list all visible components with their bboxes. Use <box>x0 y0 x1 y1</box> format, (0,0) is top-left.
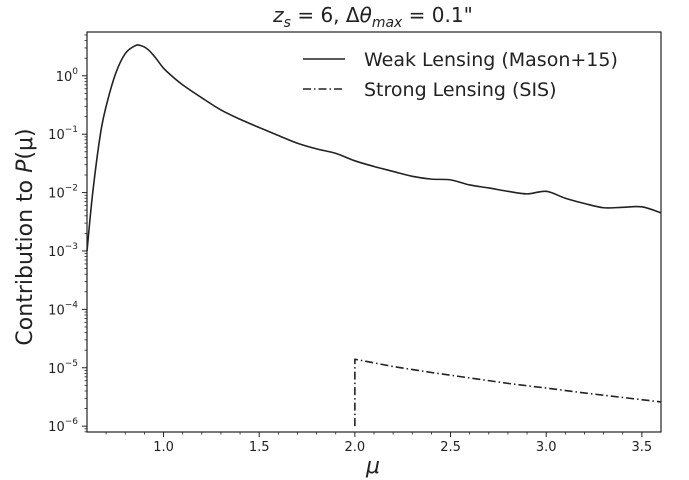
title-theta: θ <box>360 3 372 27</box>
y-axis-label: Contribution to P(μ) <box>13 128 38 345</box>
y-tick-label: 10−5 <box>48 359 78 377</box>
y-tick-base: 10 <box>48 420 65 435</box>
y-tick-base: 10 <box>48 128 65 143</box>
y-tick-label: 10−6 <box>48 417 78 435</box>
y-tick-label: 100 <box>56 67 79 85</box>
x-tick-label: 3.5 <box>632 440 653 455</box>
y-tick-exp: −4 <box>65 300 79 310</box>
series-line-weak-lensing <box>86 44 662 252</box>
y-axis-label-math: P <box>13 159 38 173</box>
series-layer <box>86 44 662 427</box>
y-axis-label-arg: (μ) <box>13 128 38 159</box>
title-z-rest: = 6, Δ <box>291 3 360 27</box>
x-tick-label: 1.5 <box>249 440 270 455</box>
x-tick-label: 2.5 <box>440 440 461 455</box>
legend-label: Strong Lensing (SIS) <box>364 79 557 101</box>
x-tick-label: 2.0 <box>345 440 366 455</box>
y-tick-exp: −2 <box>65 184 78 194</box>
chart-title: zs = 6, Δθmax = 0.1" <box>272 3 473 31</box>
legend: Weak Lensing (Mason+15) Strong Lensing (S… <box>303 49 618 101</box>
y-tick-label: 10−4 <box>48 300 78 318</box>
y-tick-base: 10 <box>48 245 65 260</box>
x-tick-label: 3.0 <box>536 440 557 455</box>
y-tick-label: 10−1 <box>48 125 78 143</box>
y-tick-label: 10−2 <box>48 184 78 202</box>
title-z-sub: s <box>284 15 291 31</box>
y-tick-base: 10 <box>48 187 65 202</box>
legend-label: Weak Lensing (Mason+15) <box>364 49 618 71</box>
title-rest: = 0.1" <box>402 3 472 27</box>
x-axis: 1.0 1.5 2.0 2.5 3.0 3.5 <box>105 432 653 455</box>
title-theta-sub: max <box>372 15 403 31</box>
title-z: z <box>272 3 284 27</box>
y-tick-exp: −5 <box>65 359 78 369</box>
y-tick-base: 10 <box>56 70 73 85</box>
y-tick-exp: 0 <box>72 67 78 77</box>
y-tick-base: 10 <box>48 362 65 377</box>
y-tick-exp: −1 <box>65 125 78 135</box>
x-tick-label: 1.0 <box>153 440 174 455</box>
y-tick-base: 10 <box>48 303 65 318</box>
y-tick-exp: −3 <box>65 242 78 252</box>
x-axis-label-text: μ <box>365 454 380 479</box>
x-axis-label: μ <box>365 454 380 479</box>
y-tick-label: 10−3 <box>48 242 78 260</box>
y-tick-exp: −6 <box>65 417 79 427</box>
y-axis-label-text: Contribution to <box>13 173 38 346</box>
series-line-strong-lensing <box>354 358 662 427</box>
